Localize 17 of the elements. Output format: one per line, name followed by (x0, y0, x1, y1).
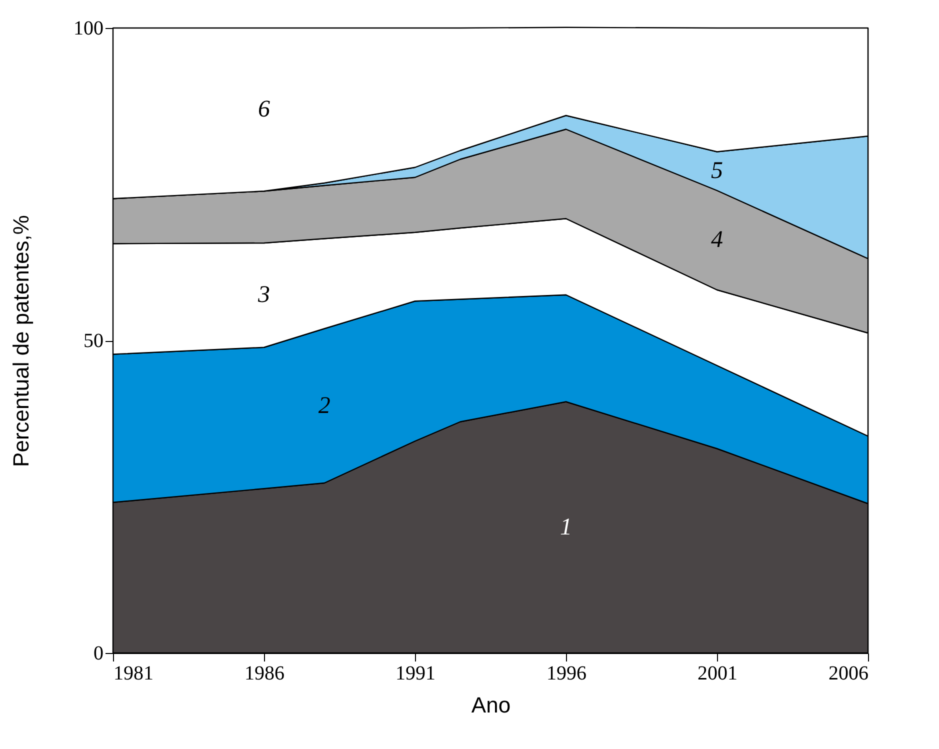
x-axis-title: Ano (471, 692, 511, 718)
annotation: 3 (257, 282, 270, 308)
y-axis-title: Percentual de patentes,% (8, 215, 34, 467)
x-tick-label: 1981 (114, 662, 154, 684)
annotation: 6 (258, 96, 270, 123)
y-tick-label: 100 (74, 18, 104, 40)
annotation: 4 (711, 227, 723, 254)
x-tick-label: 1991 (396, 662, 436, 684)
annotation: 2 (318, 392, 330, 419)
x-tick-label: 1996 (546, 662, 586, 684)
annotation: 5 (711, 158, 723, 184)
annotation: 1 (560, 514, 572, 540)
x-tick-label: 2006 (828, 662, 868, 684)
x-tick-label: 1986 (244, 662, 284, 684)
y-tick-label: 50 (84, 330, 104, 352)
y-tick-label: 0 (94, 642, 104, 664)
x-tick-label: 2001 (698, 662, 738, 684)
